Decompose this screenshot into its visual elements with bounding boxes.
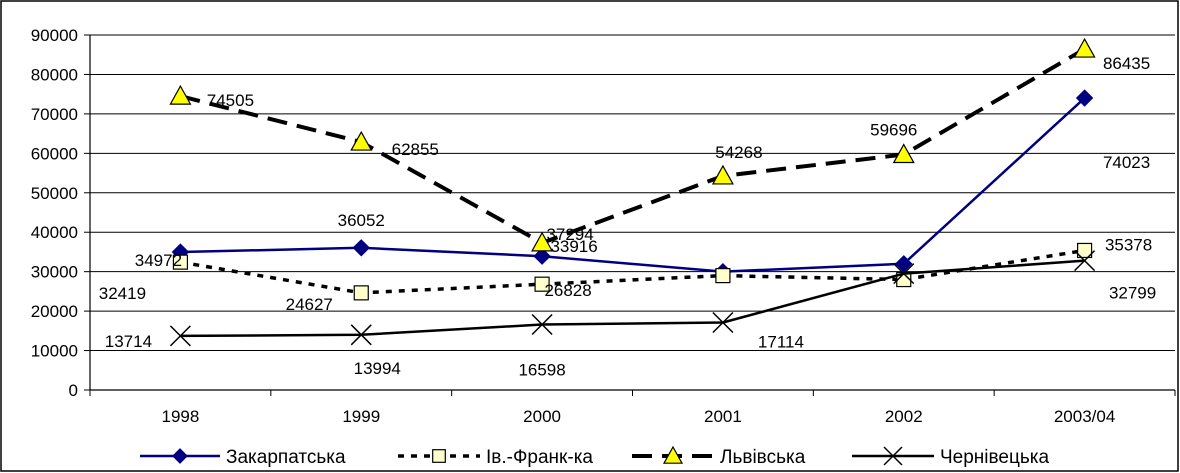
y-tick-label: 0 (69, 381, 78, 400)
series-2-point (350, 130, 373, 151)
series-3-point (350, 324, 372, 346)
data-label: 36052 (338, 211, 385, 230)
x-tick-label: 2002 (885, 407, 923, 426)
series-1-point (715, 268, 731, 284)
data-label: 24627 (286, 295, 333, 314)
series-1-point (353, 285, 369, 301)
y-tick-label: 30000 (31, 263, 78, 282)
data-label: 74023 (1103, 153, 1150, 172)
data-label: 13994 (354, 359, 401, 378)
data-label: 35378 (1105, 235, 1152, 254)
data-label: 32419 (99, 284, 146, 303)
data-label: 54268 (715, 143, 762, 162)
data-label: 37294 (546, 225, 593, 244)
cross-stroke (883, 446, 903, 466)
series-2-point (1073, 37, 1096, 58)
data-label: 16598 (518, 361, 565, 380)
legend-marker (432, 449, 446, 463)
y-tick-label: 80000 (31, 65, 78, 84)
series-2-line (179, 47, 1086, 245)
series-0-line (180, 97, 1086, 273)
series-3-point (531, 313, 553, 336)
data-label: 62855 (392, 140, 439, 159)
legend-marker (883, 446, 903, 466)
data-label: 74505 (207, 91, 254, 110)
data-label: 86435 (1103, 54, 1150, 73)
data-label: 13714 (105, 332, 152, 351)
legend-label: Чернівецька (940, 447, 1049, 468)
series-0-point (1075, 89, 1094, 107)
y-tick-label: 40000 (31, 223, 78, 242)
x-tick-label: 2000 (523, 407, 561, 426)
legend-item: Львівська (632, 445, 806, 468)
data-label: 32799 (1109, 284, 1156, 303)
cross-stroke (169, 325, 191, 347)
legend-item: Закарпатська (140, 447, 346, 468)
series-0-point (895, 255, 913, 273)
legend-label: Львівська (720, 447, 806, 468)
y-tick-label: 50000 (31, 184, 78, 203)
series-2-point (711, 164, 734, 185)
data-label: 59696 (870, 121, 917, 140)
series-3-line (180, 259, 1085, 338)
series-0-point (352, 239, 370, 257)
y-tick-label: 90000 (31, 26, 78, 45)
cross-stroke (893, 263, 915, 285)
data-label: 33916 (550, 237, 597, 256)
data-label: 34972 (135, 251, 182, 270)
series-1-point (534, 276, 550, 292)
legend-label: Ів.-Франк-ка (486, 447, 593, 468)
series-3-point (169, 325, 191, 347)
x-tick-label: 2001 (704, 407, 742, 426)
series-2-point (892, 143, 915, 164)
series-0-point (533, 247, 551, 265)
legend-marker (662, 445, 684, 464)
data-label: 17114 (758, 332, 804, 351)
series-1-line (180, 248, 1085, 295)
series-2-point (169, 84, 192, 105)
y-tick-label: 10000 (31, 342, 78, 361)
x-tick-label: 1998 (162, 407, 200, 426)
cross-stroke (350, 324, 372, 346)
x-tick-label: 1999 (342, 407, 380, 426)
cross-stroke (712, 311, 734, 334)
legend-item: Чернівецька (852, 446, 1049, 468)
y-tick-label: 60000 (31, 144, 78, 163)
y-tick-label: 70000 (31, 105, 78, 124)
legend-item: Ів.-Франк-ка (398, 447, 593, 468)
series-3-point (1074, 250, 1096, 272)
data-label: 26828 (544, 281, 591, 300)
legend-label: Закарпатська (226, 447, 346, 468)
series-2-point (531, 231, 554, 252)
series-3-point (712, 311, 734, 334)
x-tick-label: 2003/04 (1054, 407, 1115, 426)
series-1-point (1076, 242, 1093, 259)
y-tick-label: 20000 (31, 302, 78, 321)
series-3-point (893, 263, 915, 285)
series-1-point (172, 254, 189, 270)
legend-marker (172, 448, 188, 464)
cross-stroke (531, 313, 553, 336)
cross-stroke (1074, 250, 1096, 272)
